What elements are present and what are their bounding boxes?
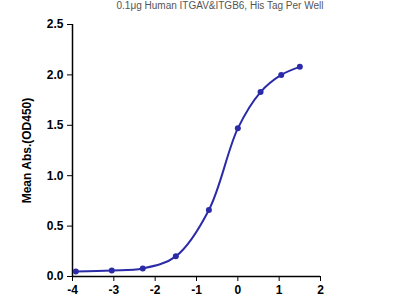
svg-text:0.5: 0.5	[47, 219, 64, 233]
svg-text:Mean Abs.(OD450): Mean Abs.(OD450)	[20, 98, 34, 204]
svg-text:1: 1	[276, 283, 283, 297]
svg-text:-3: -3	[108, 283, 119, 297]
html-text:0.1μg Human ITGAV&ITGB6, His T: 0.1μg Human ITGAV&ITGB6, His Tag Per Wel…	[116, 0, 324, 11]
svg-text:2: 2	[317, 283, 324, 297]
svg-text:-4: -4	[67, 283, 78, 297]
svg-text:0: 0	[234, 283, 241, 297]
svg-text:-2: -2	[150, 283, 161, 297]
svg-text:2.0: 2.0	[47, 68, 64, 82]
svg-text:-1: -1	[191, 283, 202, 297]
svg-text:1.5: 1.5	[47, 118, 64, 132]
svg-text:0.0: 0.0	[47, 269, 64, 283]
svg-text:2.5: 2.5	[47, 17, 64, 31]
svg-text:1.0: 1.0	[47, 169, 64, 183]
